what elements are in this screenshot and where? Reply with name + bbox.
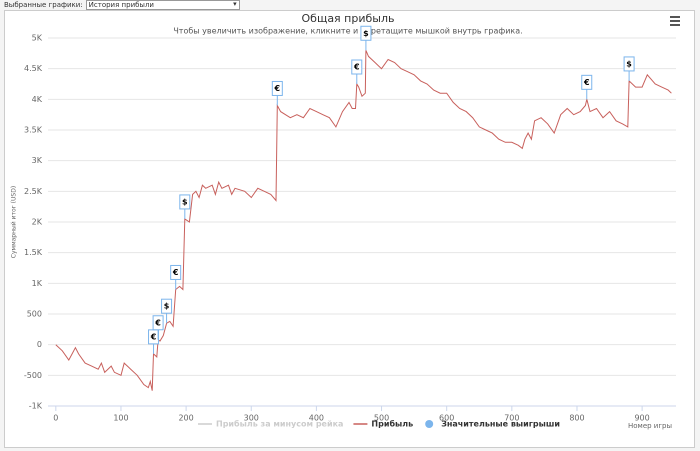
x-tick-label: 400 [309, 414, 324, 423]
flag-label: € [154, 318, 161, 327]
menu-button[interactable] [670, 16, 680, 26]
x-axis-title: Номер игры [628, 422, 672, 430]
y-tick-label: 3K [32, 156, 43, 165]
x-tick-label: 100 [113, 414, 128, 423]
y-tick-label: 4K [32, 95, 43, 104]
y-tick-label: 3.5K [24, 126, 43, 135]
flag-box [170, 264, 182, 280]
flag: $ [360, 25, 372, 51]
y-tick-label: 1.5K [24, 248, 43, 257]
chart: Общая прибыль Чтобы увеличить изображени… [4, 10, 695, 448]
flag-label: € [172, 268, 179, 277]
x-tick-label: 900 [634, 414, 649, 423]
flag-box [152, 315, 164, 331]
x-tick-label: 200 [178, 414, 193, 423]
y-tick-label: 4.5K [24, 64, 43, 73]
flag-label: € [353, 63, 360, 72]
legend-label: Прибыль за минусом рейка [216, 419, 343, 429]
flag: $ [161, 298, 173, 324]
legend-item[interactable]: Прибыль за минусом рейка [198, 419, 343, 429]
toolbar: Выбранные графики: История прибыли [4, 0, 240, 10]
flag-box [351, 59, 363, 75]
x-tick-label: 800 [569, 414, 584, 423]
flag-box [161, 298, 173, 314]
flag-label: $ [626, 59, 632, 68]
flag-label: € [274, 84, 281, 93]
chart-subtitle: Чтобы увеличить изображение, кликните и … [173, 27, 522, 36]
y-tick-label: -500 [24, 371, 42, 380]
legend-item[interactable]: Прибыль [353, 419, 413, 429]
flag-box [179, 194, 191, 210]
flag-box [581, 74, 593, 90]
flag: € [351, 59, 363, 84]
y-tick-label: 2K [32, 218, 43, 227]
legend-symbol [425, 420, 434, 428]
flag: € [170, 264, 182, 290]
flag-label: $ [182, 197, 188, 206]
chart-selector[interactable]: История прибыли [85, 0, 240, 10]
legend-label: Значительные выигрыши [441, 420, 560, 429]
y-tick-label: 1K [32, 279, 43, 288]
flag: $ [623, 56, 635, 81]
flag-box [271, 80, 283, 96]
y-tick-label: 5K [32, 34, 43, 43]
x-tick-label: 0 [53, 414, 58, 423]
profit-line [55, 50, 672, 391]
y-tick-label: 0 [37, 340, 42, 349]
flag: € [152, 315, 164, 340]
flag-label: $ [363, 29, 369, 38]
flag: $ [179, 194, 191, 219]
x-tick-label: 700 [504, 414, 519, 423]
flag-box [360, 25, 372, 41]
x-tick-label: 500 [374, 414, 389, 423]
flag-label: € [583, 78, 590, 87]
y-tick-label: 2.5K [24, 187, 43, 196]
y-axis-title: Суммарный итог (USD) [11, 186, 18, 258]
chart-title: Общая прибыль [302, 12, 395, 25]
flag-label: $ [164, 302, 170, 311]
legend-label: Прибыль [371, 419, 413, 429]
x-tick-label: 600 [439, 414, 454, 423]
selector-label: Выбранные графики: [4, 1, 83, 9]
flag-label: € [150, 332, 157, 341]
x-tick-label: 300 [244, 414, 259, 423]
y-tick-label: 500 [27, 310, 42, 319]
flag: € [271, 80, 283, 106]
y-tick-label: -1K [29, 402, 43, 411]
legend-item[interactable]: Значительные выигрыши [425, 420, 560, 429]
flag-box [623, 56, 635, 72]
flag: € [581, 74, 593, 100]
